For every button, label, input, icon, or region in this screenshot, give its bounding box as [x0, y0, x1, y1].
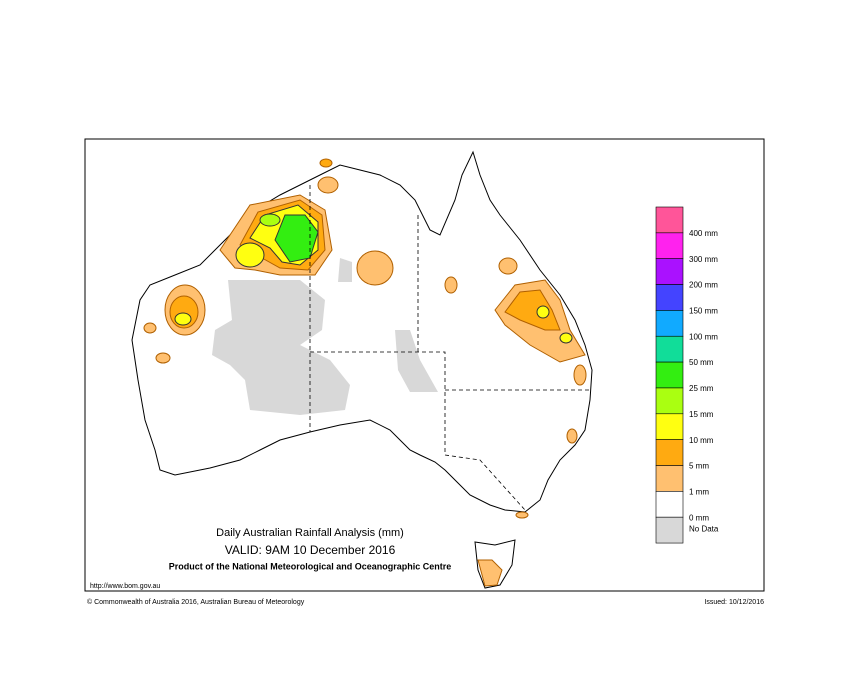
- legend-swatch: [655, 361, 684, 389]
- legend-label: 15 mm: [689, 410, 714, 419]
- legend-swatch: [655, 206, 684, 234]
- legend-swatch: [655, 491, 684, 518]
- no-data-region: [338, 258, 438, 392]
- legend-swatch: [655, 258, 684, 285]
- legend-swatch: [655, 387, 684, 415]
- legend-label: 1 mm: [689, 487, 709, 496]
- legend: 400 mm 300 mm 200 mm 150 mm 100 mm 50 mm 25 mm…: [655, 206, 719, 544]
- legend-swatch: [655, 439, 684, 466]
- no-data-region: [212, 280, 350, 415]
- legend-swatch: [655, 284, 684, 311]
- legend-label: No Data: [689, 524, 719, 533]
- legend-label: 0 mm: [689, 513, 709, 522]
- australia: [131, 150, 593, 589]
- product-note: Product of the National Meteorological a…: [169, 561, 452, 571]
- legend-label: 50 mm: [689, 358, 714, 367]
- legend-label: 300 mm: [689, 255, 718, 264]
- legend-swatch: [655, 465, 684, 492]
- legend-label: 25 mm: [689, 384, 714, 393]
- legend-label: 400 mm: [689, 229, 718, 238]
- legend-label: 200 mm: [689, 281, 718, 290]
- legend-swatch: [655, 310, 684, 337]
- state-borders: [309, 185, 590, 511]
- legend-label: 100 mm: [689, 332, 718, 341]
- copyright: © Commonwealth of Australia 2016, Austra…: [87, 598, 305, 606]
- legend-label: 5 mm: [689, 462, 709, 471]
- legend-label: 10 mm: [689, 436, 714, 445]
- rain-areas: [143, 158, 587, 587]
- legend-swatch: [655, 232, 684, 260]
- map-title: Daily Australian Rainfall Analysis (mm): [216, 527, 404, 539]
- legend-swatch: [655, 413, 684, 440]
- source-url: http://www.bom.gov.au: [90, 583, 160, 590]
- valid-date: VALID: 9AM 10 December 2016: [225, 543, 396, 557]
- legend-swatch: [655, 516, 684, 544]
- issued-date: Issued: 10/12/2016: [704, 599, 764, 606]
- legend-swatch: [655, 335, 684, 363]
- legend-label: 150 mm: [689, 307, 718, 316]
